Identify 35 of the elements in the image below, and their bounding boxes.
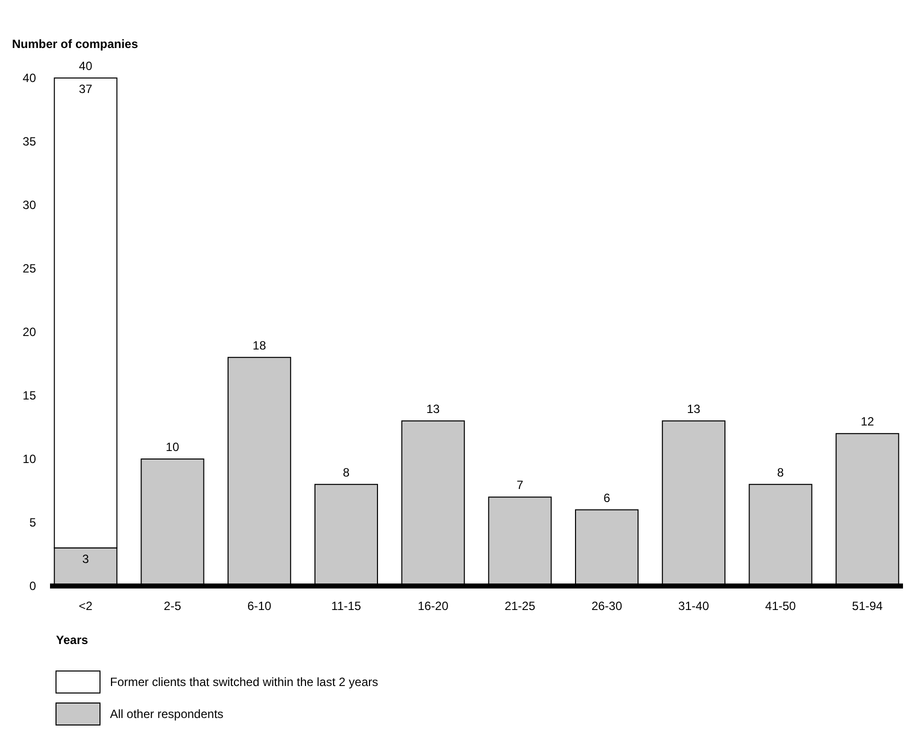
x-tick-label: 41-50 [765,599,796,613]
legend-label: Former clients that switched within the last 2 years [110,675,378,689]
x-tick-label: 2-5 [164,599,182,613]
legend-label: All other respondents [110,707,224,721]
y-tick-label: 10 [22,452,36,466]
data-label: 12 [860,414,874,429]
y-tick-label: 25 [22,262,36,276]
x-tick-label: 26-30 [591,599,622,613]
data-label: 10 [166,440,180,454]
x-axis-title: Years [56,633,88,647]
data-label: 8 [777,465,784,480]
data-label: 6 [603,490,610,505]
x-tick-label: <2 [78,599,93,613]
y-axis-title: Number of companies [12,37,138,51]
total-label: 40 [78,59,93,73]
data-label: 3 [82,552,90,566]
x-tick-label: 21-25 [504,599,536,613]
x-tick-label: 6-10 [247,599,272,613]
data-label: 13 [426,402,440,416]
x-tick-label: 16-20 [418,599,449,613]
y-tick-label: 35 [22,134,36,148]
data-label: 8 [342,465,350,480]
x-tick-label: 11-15 [331,599,362,613]
y-tick-label: 5 [29,516,36,530]
data-label: 13 [686,402,701,416]
x-tick-label: 51-94 [852,599,884,613]
data-label: 18 [252,338,266,352]
y-tick-label: 15 [22,388,36,402]
y-tick-label: 30 [22,198,36,212]
x-tick-label: 31-40 [678,599,710,613]
y-tick-label: 20 [22,325,36,339]
data-label: 37 [78,82,93,96]
data-label: 7 [516,478,524,492]
y-tick-label: 40 [22,71,36,85]
y-tick-label: 0 [29,579,36,593]
